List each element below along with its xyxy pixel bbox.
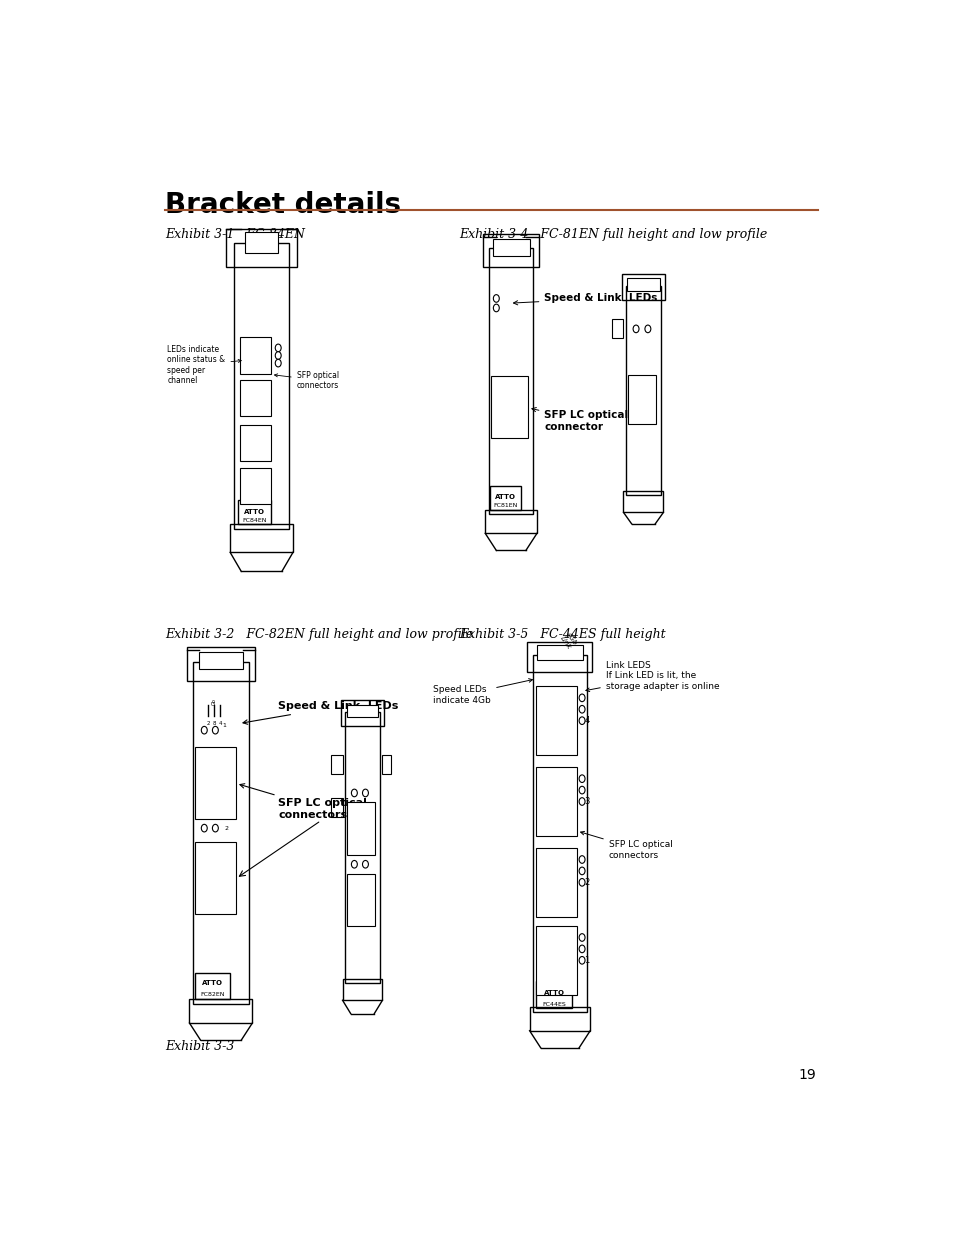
Text: Exhibit 3-1   FC-84EN: Exhibit 3-1 FC-84EN: [165, 228, 305, 241]
Circle shape: [578, 716, 584, 725]
Circle shape: [351, 861, 357, 868]
FancyBboxPatch shape: [199, 652, 242, 669]
Circle shape: [493, 295, 498, 303]
Text: ATTO: ATTO: [543, 989, 564, 995]
Circle shape: [213, 824, 218, 832]
Text: 8: 8: [213, 721, 215, 726]
FancyBboxPatch shape: [239, 337, 271, 373]
FancyBboxPatch shape: [627, 374, 656, 424]
Circle shape: [578, 856, 584, 863]
Circle shape: [578, 934, 584, 941]
Text: SFP LC optical
connector: SFP LC optical connector: [532, 408, 628, 432]
FancyBboxPatch shape: [195, 842, 235, 914]
Text: ATTO: ATTO: [495, 494, 516, 500]
Circle shape: [201, 726, 207, 734]
Circle shape: [578, 787, 584, 794]
Text: 1: 1: [583, 956, 589, 965]
Text: 1: 1: [222, 724, 227, 729]
FancyBboxPatch shape: [536, 926, 577, 994]
Circle shape: [493, 304, 498, 311]
Text: LEDs indicate
online status &
speed per
channel: LEDs indicate online status & speed per …: [167, 345, 241, 385]
FancyBboxPatch shape: [626, 278, 659, 291]
Text: Exhibit 3-5   FC-44ES full height: Exhibit 3-5 FC-44ES full height: [459, 629, 665, 641]
FancyBboxPatch shape: [245, 232, 278, 253]
Text: Bracket details: Bracket details: [165, 191, 401, 219]
FancyBboxPatch shape: [492, 238, 529, 256]
Circle shape: [201, 824, 207, 832]
Text: 2: 2: [224, 826, 228, 831]
Circle shape: [578, 956, 584, 965]
Text: 2: 2: [206, 721, 210, 726]
Text: SFP LC optical
connectors: SFP LC optical connectors: [580, 831, 672, 860]
FancyBboxPatch shape: [239, 380, 271, 416]
Text: Exhibit 3-3: Exhibit 3-3: [165, 1040, 234, 1053]
FancyBboxPatch shape: [347, 803, 375, 855]
FancyBboxPatch shape: [537, 645, 582, 659]
Text: FC81EN: FC81EN: [494, 503, 517, 509]
Text: 4: 4: [583, 716, 589, 725]
Text: Gb: Gb: [212, 698, 216, 704]
Circle shape: [362, 789, 368, 797]
Circle shape: [275, 359, 281, 367]
Circle shape: [213, 726, 218, 734]
Text: 4Gb
Link: 4Gb Link: [558, 631, 578, 651]
FancyBboxPatch shape: [536, 687, 577, 755]
Text: Speed & Link  LEDs: Speed & Link LEDs: [513, 294, 657, 305]
Circle shape: [578, 867, 584, 874]
FancyBboxPatch shape: [239, 468, 271, 504]
FancyBboxPatch shape: [491, 377, 528, 438]
Circle shape: [633, 325, 639, 332]
Text: Exhibit 3-2   FC-82EN full height and low profile: Exhibit 3-2 FC-82EN full height and low …: [165, 629, 473, 641]
Text: FC84EN: FC84EN: [242, 519, 266, 524]
FancyBboxPatch shape: [195, 747, 235, 819]
Circle shape: [275, 345, 281, 352]
Text: 2: 2: [583, 878, 589, 887]
Text: ATTO: ATTO: [243, 509, 264, 515]
Text: FC44ES: FC44ES: [541, 1002, 565, 1007]
Text: Link LEDS
If Link LED is lit, the
storage adapter is online: Link LEDS If Link LED is lit, the storag…: [585, 661, 719, 692]
Circle shape: [578, 878, 584, 887]
Circle shape: [578, 945, 584, 952]
Text: 4: 4: [218, 721, 222, 726]
Text: Speed LEDs
indicate 4Gb: Speed LEDs indicate 4Gb: [433, 679, 532, 705]
Text: SFP optical
connectors: SFP optical connectors: [274, 370, 338, 390]
Text: FC82EN: FC82EN: [200, 992, 224, 997]
Text: SFP LC optical
connectors: SFP LC optical connectors: [239, 784, 367, 820]
Text: 19: 19: [797, 1068, 815, 1082]
Circle shape: [644, 325, 650, 332]
Circle shape: [362, 861, 368, 868]
FancyBboxPatch shape: [536, 848, 577, 916]
FancyBboxPatch shape: [347, 704, 377, 716]
Circle shape: [275, 352, 281, 359]
FancyBboxPatch shape: [347, 874, 375, 926]
Text: Exhibit 3-4   FC-81EN full height and low profile: Exhibit 3-4 FC-81EN full height and low …: [459, 228, 767, 241]
Circle shape: [351, 789, 357, 797]
Circle shape: [578, 694, 584, 701]
Circle shape: [578, 798, 584, 805]
Circle shape: [578, 774, 584, 783]
FancyBboxPatch shape: [536, 767, 577, 836]
Text: 3: 3: [583, 797, 589, 806]
Circle shape: [578, 705, 584, 713]
Text: Speed & Link  LEDs: Speed & Link LEDs: [243, 701, 398, 724]
Text: ATTO: ATTO: [202, 981, 223, 986]
FancyBboxPatch shape: [239, 425, 271, 461]
